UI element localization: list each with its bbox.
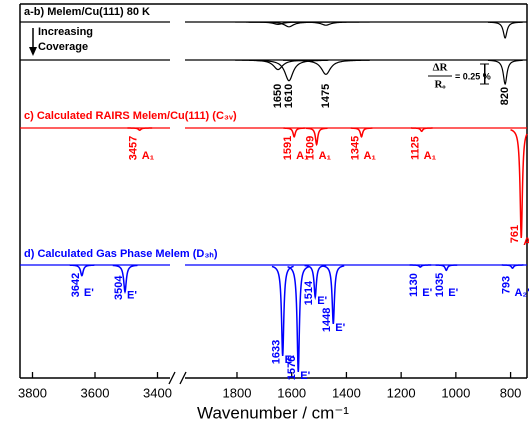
mode-label: E' xyxy=(127,290,137,302)
peak-label: 1576 xyxy=(286,356,298,380)
peak-label: 1514 xyxy=(303,280,315,305)
peak xyxy=(410,127,433,133)
x-tick-label: 3600 xyxy=(81,385,110,400)
peak-label: 793 xyxy=(500,276,512,294)
mode-label: A₁ xyxy=(319,150,332,162)
x-tick-label: 1000 xyxy=(441,385,470,400)
peak xyxy=(249,59,329,82)
scale-label: = 0.25 % xyxy=(455,71,491,81)
x-tick-label: 3800 xyxy=(18,385,47,400)
peak xyxy=(283,59,370,76)
peak-label: 1475 xyxy=(320,84,332,108)
peak xyxy=(246,21,333,28)
peak-label: 1035 xyxy=(434,273,446,297)
peak xyxy=(487,59,523,86)
peak xyxy=(305,127,328,147)
peak-label: 1448 xyxy=(321,308,333,332)
peak xyxy=(409,264,432,268)
mode-label: A₁ xyxy=(142,150,155,162)
peak xyxy=(435,264,458,272)
scale-denominator: Rₒ xyxy=(434,79,445,91)
axis-break xyxy=(168,371,176,385)
mode-label: A₁ xyxy=(523,236,529,248)
x-tick-label: 1400 xyxy=(332,385,361,400)
peak-label: 820 xyxy=(499,87,511,105)
peak-label: 3457 xyxy=(128,136,140,160)
peak-label: 1633 xyxy=(271,340,283,364)
peak xyxy=(283,127,306,138)
x-axis-title: Wavenumber / cm⁻¹ xyxy=(197,403,349,422)
x-tick-label: 3400 xyxy=(143,385,172,400)
annotation: Coverage xyxy=(38,41,88,53)
peak xyxy=(69,264,95,277)
panel-title: c) Calculated RAIRS Melem/Cu(111) (C₃ᵥ) xyxy=(24,110,237,122)
scale-numerator: ΔR xyxy=(433,62,449,74)
peak-label: 1345 xyxy=(349,136,361,160)
mode-label: E' xyxy=(84,287,94,299)
axis-break xyxy=(179,371,187,385)
x-tick-label: 1600 xyxy=(277,385,306,400)
peak xyxy=(350,127,373,138)
peak xyxy=(487,21,523,39)
mode-label: E' xyxy=(300,370,310,382)
panel-title: a-b) Melem/Cu(111) 80 K xyxy=(24,6,150,18)
mode-label: A₁ xyxy=(424,150,437,162)
peak xyxy=(510,129,528,239)
mode-label: E' xyxy=(335,322,345,334)
peak-label: 1130 xyxy=(408,273,420,297)
x-tick-label: 1200 xyxy=(387,385,416,400)
peak xyxy=(322,265,345,324)
peak-label: 3642 xyxy=(70,273,82,297)
scale-bar xyxy=(484,64,486,84)
arrow-head xyxy=(29,47,37,56)
mode-label: E' xyxy=(317,295,327,307)
peak xyxy=(287,265,310,373)
annotation: Increasing xyxy=(38,26,93,38)
peak-label: 761 xyxy=(509,225,521,243)
peak xyxy=(127,127,153,131)
mode-label: E' xyxy=(448,287,458,299)
peak-label: 1509 xyxy=(305,136,317,160)
peak-label: 1591 xyxy=(282,136,294,160)
peak-label: 3504 xyxy=(113,275,125,300)
mode-label: E' xyxy=(422,287,432,299)
peak xyxy=(501,264,524,270)
mode-label: E' xyxy=(285,354,295,366)
peak-label: 1610 xyxy=(283,84,295,108)
mode-label: A₁ xyxy=(363,150,376,162)
peak-label: 1650 xyxy=(272,84,284,108)
peak xyxy=(112,264,138,294)
peak-label: 1125 xyxy=(410,136,422,160)
peak xyxy=(283,21,370,26)
x-tick-label: 1800 xyxy=(223,385,252,400)
panel-title: d) Calculated Gas Phase Melem (D₃ₕ) xyxy=(24,248,218,260)
mode-label: A₂'' xyxy=(514,287,529,299)
mode-label: A₁ xyxy=(296,150,309,162)
x-tick-label: 800 xyxy=(500,385,522,400)
